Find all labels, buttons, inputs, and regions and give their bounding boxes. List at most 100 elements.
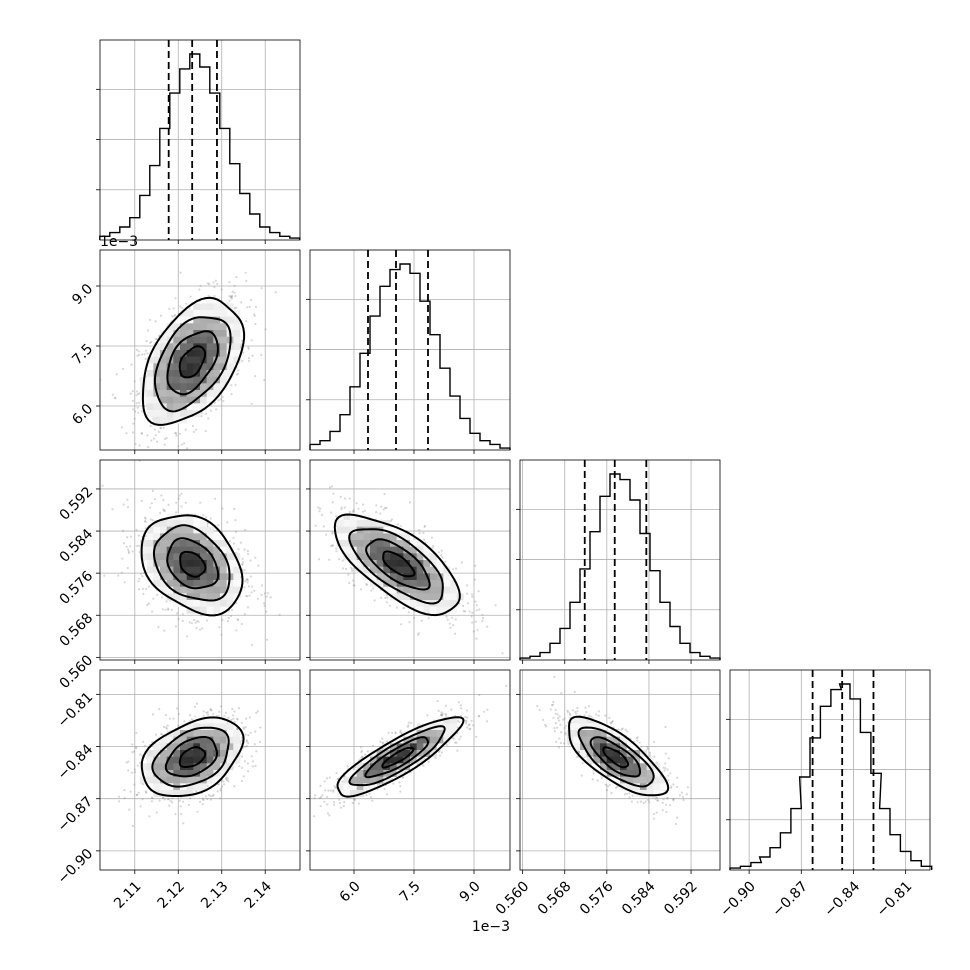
density-cell — [220, 310, 227, 317]
scatter-point — [125, 545, 128, 548]
density-cell — [160, 396, 167, 404]
scatter-point — [153, 498, 156, 501]
scatter-point — [247, 347, 250, 350]
scatter-point — [234, 519, 237, 522]
scatter-point — [184, 501, 187, 504]
scatter-point — [256, 710, 259, 713]
density-cell — [146, 403, 154, 411]
scatter-point — [166, 727, 169, 730]
scatter-point — [172, 307, 175, 310]
scatter-point — [221, 785, 224, 788]
density-cell — [390, 586, 397, 594]
density-cell — [186, 580, 194, 587]
scatter-point — [246, 579, 249, 582]
scatter-point — [133, 771, 137, 774]
density-cell — [173, 376, 181, 384]
scatter-point — [430, 536, 433, 539]
scatter-point — [159, 511, 162, 514]
density-cell — [376, 533, 384, 541]
density-cell — [430, 566, 437, 574]
density-cell — [206, 540, 214, 547]
scatter-point — [246, 549, 249, 553]
density-cell — [430, 580, 437, 587]
scatter-point — [147, 602, 150, 605]
density-cell — [206, 323, 214, 331]
density-cell — [166, 580, 174, 587]
density-cell — [423, 606, 431, 614]
scatter-point — [248, 594, 251, 597]
density-cell — [200, 546, 207, 554]
density-cell — [220, 376, 227, 384]
density-cell — [153, 410, 161, 417]
scatter-point — [126, 536, 129, 539]
density-cell — [160, 410, 167, 417]
scatter-point — [194, 621, 197, 624]
density-cell — [220, 566, 227, 574]
density-cell — [193, 566, 201, 574]
scatter-point — [240, 780, 244, 783]
density-cell — [153, 416, 161, 424]
scatter-point — [254, 764, 257, 768]
scatter-point — [193, 619, 196, 622]
scatter-point — [365, 582, 368, 586]
scatter-point — [152, 437, 156, 440]
scatter-point — [260, 287, 263, 290]
scatter-point — [180, 443, 183, 446]
density-cell — [153, 403, 161, 411]
scatter-point — [245, 740, 248, 743]
scatter-point — [123, 797, 126, 800]
scatter-point — [189, 797, 192, 800]
density-cell — [173, 403, 181, 411]
scatter-point — [160, 494, 163, 497]
density-cell — [193, 396, 201, 404]
contour-level-3 — [348, 528, 444, 605]
density-cell — [146, 560, 154, 567]
scatter-point — [144, 516, 147, 519]
scatter-point — [193, 705, 196, 708]
density-cell — [226, 356, 234, 364]
density-cell — [200, 526, 207, 534]
density-cell — [363, 560, 371, 567]
scatter-point — [185, 302, 188, 305]
scatter-point — [162, 508, 165, 511]
scatter-point — [264, 328, 267, 331]
density-cell — [403, 566, 411, 574]
scatter-point — [260, 584, 263, 587]
scatter-point — [171, 315, 174, 318]
scatter-point — [238, 765, 241, 768]
density-cell — [186, 600, 194, 607]
scatter-point — [383, 506, 387, 510]
density-cell — [160, 540, 167, 547]
scatter-point — [395, 606, 398, 609]
scatter-point — [181, 307, 184, 310]
density-cell — [376, 546, 384, 554]
scatter-point — [383, 492, 386, 496]
scatter-point — [137, 580, 140, 583]
scatter-point — [269, 596, 272, 599]
density-cell — [146, 553, 154, 561]
density-cell — [206, 343, 214, 351]
scatter-point — [218, 626, 221, 629]
scatter-point — [240, 721, 243, 725]
density-cell — [186, 343, 194, 351]
density-cell — [206, 566, 214, 574]
density-cell — [233, 343, 241, 351]
density-cell — [153, 560, 161, 567]
scatter-point — [363, 509, 366, 512]
density-cell — [160, 580, 167, 587]
scatter-point — [178, 494, 181, 497]
scatter-point — [165, 726, 168, 729]
scatter-point — [207, 794, 211, 797]
scatter-point — [145, 587, 148, 591]
scatter-point — [154, 337, 157, 340]
scatter-point — [250, 402, 253, 405]
scatter-point — [221, 396, 224, 399]
scatter-point — [197, 620, 200, 623]
scatter-point — [241, 563, 244, 566]
scatter-point — [134, 410, 137, 413]
density-cell — [180, 323, 187, 331]
scatter-point — [234, 295, 237, 298]
scatter-point — [352, 579, 355, 582]
density-cell — [213, 533, 221, 541]
scatter-point — [137, 411, 140, 414]
